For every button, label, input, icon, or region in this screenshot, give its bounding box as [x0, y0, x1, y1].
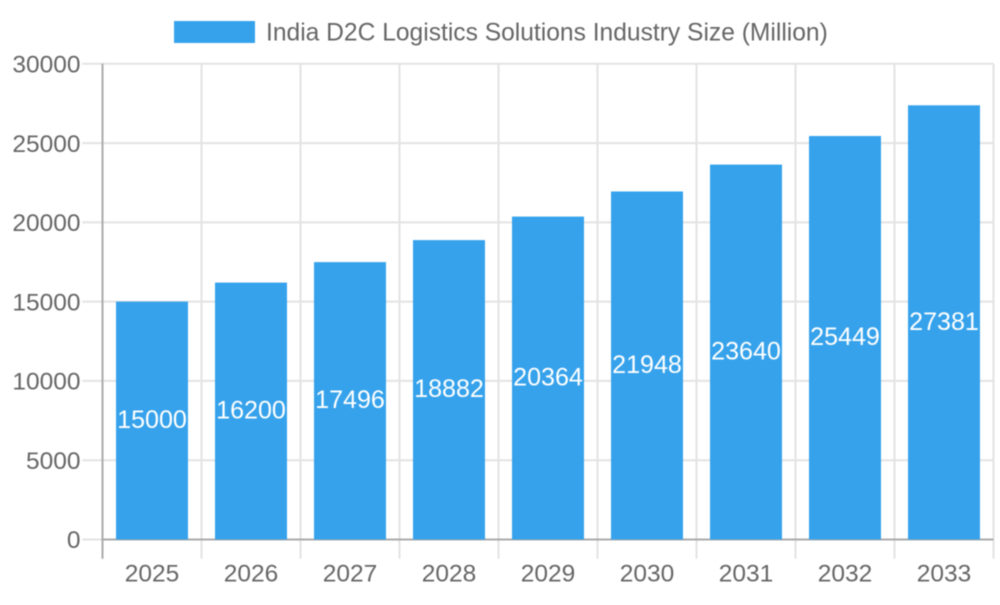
svg-text:18882: 18882 [414, 375, 484, 403]
svg-text:2025: 2025 [125, 560, 180, 587]
svg-text:2028: 2028 [422, 560, 477, 587]
svg-text:5000: 5000 [26, 448, 81, 475]
svg-text:21948: 21948 [612, 351, 682, 379]
svg-text:20364: 20364 [513, 363, 583, 391]
svg-text:30000: 30000 [12, 52, 80, 79]
svg-text:17496: 17496 [315, 386, 385, 414]
svg-text:2030: 2030 [620, 560, 675, 587]
svg-text:25449: 25449 [810, 323, 880, 351]
svg-text:2033: 2033 [917, 560, 972, 587]
svg-text:10000: 10000 [12, 369, 80, 396]
svg-text:20000: 20000 [12, 210, 80, 237]
svg-text:25000: 25000 [12, 131, 80, 158]
svg-text:2032: 2032 [818, 560, 873, 587]
svg-text:15000: 15000 [117, 406, 187, 434]
svg-text:15000: 15000 [12, 289, 80, 316]
svg-text:0: 0 [67, 527, 81, 554]
svg-text:27381: 27381 [909, 308, 979, 336]
svg-text:23640: 23640 [711, 338, 781, 366]
svg-text:India D2C Logistics Solutions: India D2C Logistics Solutions Industry S… [266, 20, 828, 47]
svg-text:2027: 2027 [323, 560, 378, 587]
svg-text:2031: 2031 [719, 560, 774, 587]
svg-text:16200: 16200 [216, 397, 286, 425]
svg-text:2026: 2026 [224, 560, 279, 587]
svg-text:2029: 2029 [521, 560, 576, 587]
